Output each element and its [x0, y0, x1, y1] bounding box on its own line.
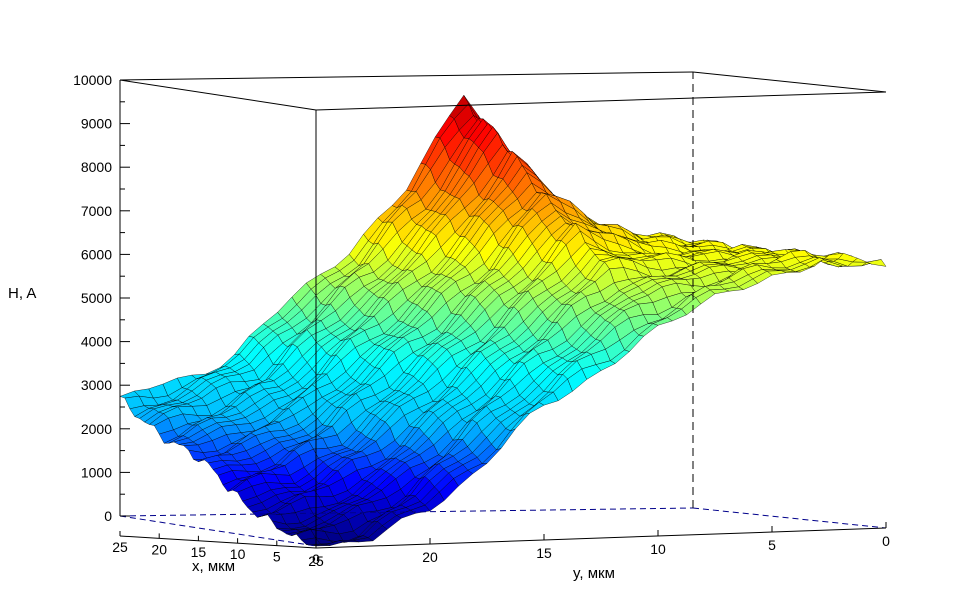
- y-axis-ticks: 25 20 15 10 5 0: [308, 522, 890, 569]
- y-tick-label: 25: [308, 553, 324, 569]
- z-tick-label: 4000: [81, 334, 112, 350]
- x-tick-label: 5: [273, 549, 281, 565]
- x-axis-label: x, мкм: [192, 558, 235, 575]
- z-tick-label: 1000: [81, 464, 112, 480]
- floor-edge: [119, 515, 317, 547]
- surface-mesh: [119, 94, 887, 547]
- z-tick-label: 6000: [81, 246, 112, 262]
- z-tick-label: 3000: [81, 377, 112, 393]
- y-axis-line: [315, 527, 887, 549]
- z-tick-label: 8000: [81, 159, 112, 175]
- floor-edge: [119, 507, 694, 517]
- z-tick-label: 5000: [81, 290, 112, 306]
- z-tick-label: 7000: [81, 203, 112, 219]
- x-tick-label: 15: [191, 544, 207, 560]
- z-axis-ticks: 0 1000 2000 3000 4000 5000 6000 7000 8000 9000 100…: [73, 72, 130, 524]
- top-edge: [119, 79, 317, 111]
- floor-edge: [692, 507, 887, 529]
- top-edge: [692, 71, 887, 93]
- x-tick-label: 0: [312, 551, 320, 567]
- y-tick-label: 15: [536, 545, 552, 561]
- y-tick-label: 10: [650, 541, 666, 557]
- y-tick-label: 5: [768, 537, 776, 553]
- x-tick-label: 25: [112, 539, 128, 555]
- y-axis-label: y, мкм: [573, 565, 615, 582]
- x-tick-label: 10: [230, 546, 246, 562]
- z-tick-label: 9000: [81, 116, 112, 132]
- z-tick-label: 2000: [81, 421, 112, 437]
- y-tick-label: 20: [422, 549, 438, 565]
- z-tick-label: 0: [104, 508, 112, 524]
- z-tick-label: 10000: [73, 72, 112, 88]
- top-edge: [315, 91, 887, 111]
- z-axis-label: H, A: [8, 285, 36, 302]
- x-tick-label: 20: [151, 541, 167, 557]
- x-axis-line: [119, 535, 317, 549]
- y-tick-label: 0: [882, 533, 890, 549]
- x-axis-ticks: 25 20 15 10 5 0: [112, 531, 320, 567]
- surface-cell: [866, 259, 887, 267]
- top-edge: [119, 71, 694, 81]
